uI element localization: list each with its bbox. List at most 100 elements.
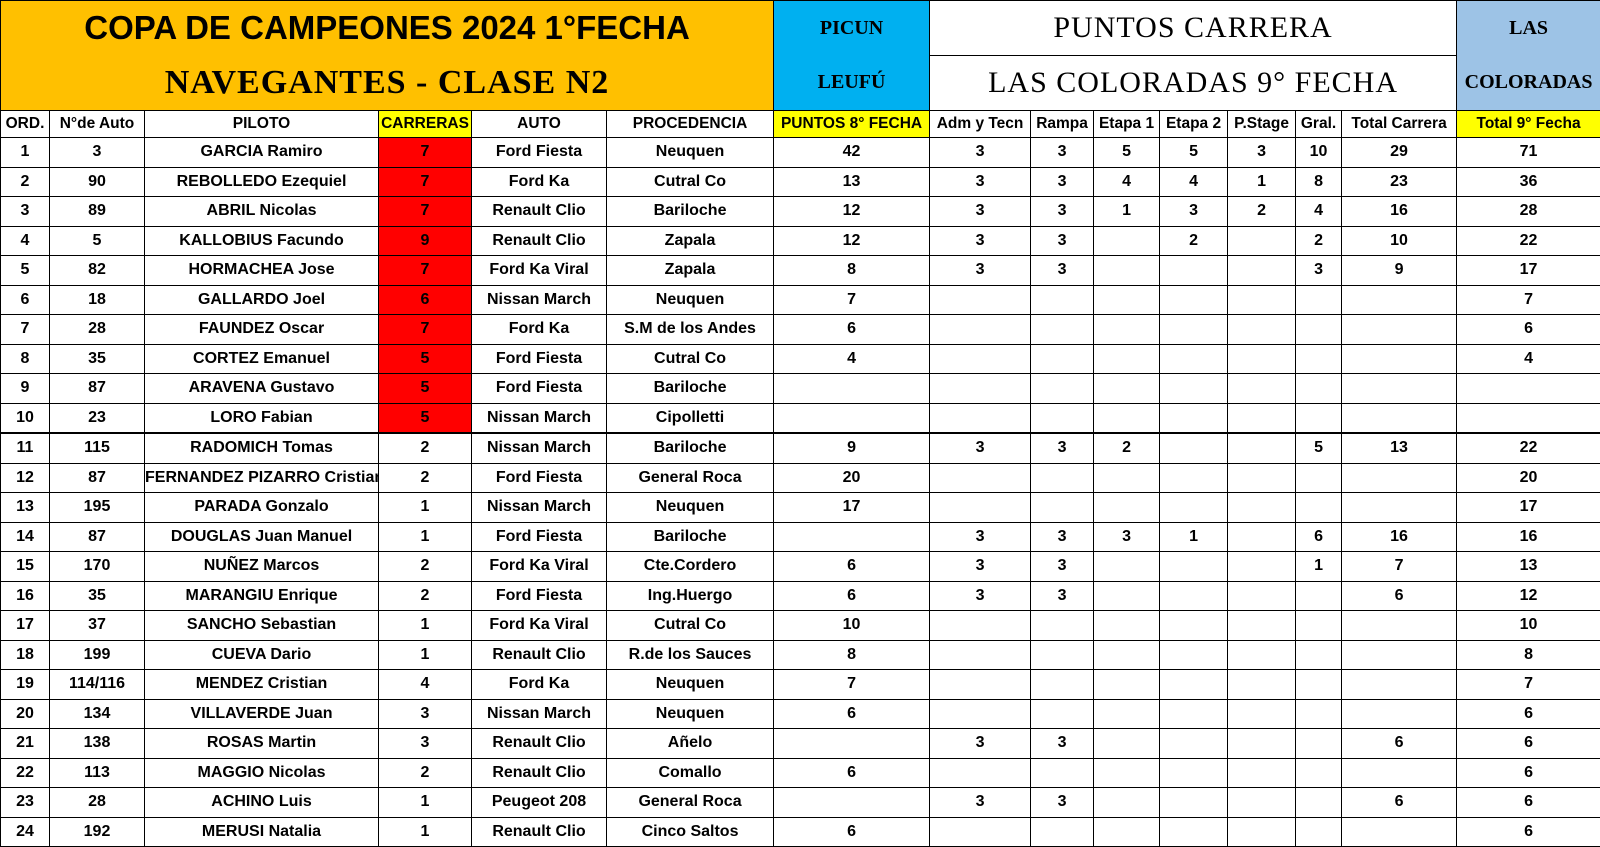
- table-cell: CUEVA Dario: [145, 640, 379, 670]
- column-header: Total Carrera: [1342, 111, 1457, 138]
- table-cell: [930, 699, 1031, 729]
- table-cell: 3: [379, 699, 472, 729]
- table-cell: 90: [50, 167, 145, 197]
- puntos-carrera: PUNTOS CARRERA: [930, 1, 1457, 56]
- table-cell: [1342, 374, 1457, 404]
- table-cell: [1342, 758, 1457, 788]
- table-cell: 28: [50, 315, 145, 345]
- table-cell: [1228, 433, 1296, 463]
- table-cell: [1031, 463, 1094, 493]
- table-cell: [1094, 817, 1160, 847]
- table-cell: 6: [774, 758, 930, 788]
- fecha: LAS COLORADAS 9° FECHA: [930, 56, 1457, 111]
- table-cell: 7: [379, 315, 472, 345]
- table-cell: 3: [1031, 552, 1094, 582]
- table-cell: [1160, 344, 1228, 374]
- table-cell: Cipolletti: [607, 403, 774, 433]
- table-cell: 3: [930, 197, 1031, 227]
- table-cell: 115: [50, 433, 145, 463]
- table-cell: 7: [1342, 552, 1457, 582]
- table-cell: 2: [379, 463, 472, 493]
- table-cell: General Roca: [607, 463, 774, 493]
- table-cell: CORTEZ Emanuel: [145, 344, 379, 374]
- table-cell: [930, 285, 1031, 315]
- table-cell: [1160, 463, 1228, 493]
- table-cell: [1094, 729, 1160, 759]
- table-cell: [930, 670, 1031, 700]
- table-cell: [930, 611, 1031, 641]
- column-header: PILOTO: [145, 111, 379, 138]
- table-cell: Cinco Saltos: [607, 817, 774, 847]
- table-cell: [1094, 611, 1160, 641]
- table-cell: SANCHO Sebastian: [145, 611, 379, 641]
- table-cell: R.de los Sauces: [607, 640, 774, 670]
- table-cell: 3: [1228, 138, 1296, 168]
- table-cell: DOUGLAS Juan Manuel: [145, 522, 379, 552]
- table-cell: Renault Clio: [472, 817, 607, 847]
- table-cell: [1160, 581, 1228, 611]
- table-cell: 2: [1094, 433, 1160, 463]
- table-cell: [1296, 788, 1342, 818]
- table-cell: 3: [1031, 729, 1094, 759]
- table-cell: [1296, 581, 1342, 611]
- table-cell: [1160, 374, 1228, 404]
- table-cell: 22: [1457, 433, 1600, 463]
- table-cell: Añelo: [607, 729, 774, 759]
- table-cell: 4: [774, 344, 930, 374]
- table-cell: 7: [379, 138, 472, 168]
- table-cell: [1160, 493, 1228, 523]
- table-cell: 5: [1296, 433, 1342, 463]
- table-cell: 18: [50, 285, 145, 315]
- table-cell: 2: [1, 167, 50, 197]
- table-cell: 20: [1457, 463, 1600, 493]
- table-cell: 5: [1160, 138, 1228, 168]
- table-cell: 13: [774, 167, 930, 197]
- column-header: N°de Auto: [50, 111, 145, 138]
- table-cell: 2: [379, 552, 472, 582]
- table-cell: [1228, 374, 1296, 404]
- table-cell: [1228, 463, 1296, 493]
- table-cell: ABRIL Nicolas: [145, 197, 379, 227]
- table-cell: [1228, 670, 1296, 700]
- table-cell: VILLAVERDE Juan: [145, 699, 379, 729]
- table-cell: 14: [1, 522, 50, 552]
- table-cell: [1342, 817, 1457, 847]
- table-cell: [774, 522, 930, 552]
- table-cell: 5: [1, 256, 50, 286]
- column-header: Etapa 1: [1094, 111, 1160, 138]
- table-cell: 8: [1296, 167, 1342, 197]
- table-cell: [930, 315, 1031, 345]
- column-header: CARRERAS: [379, 111, 472, 138]
- table-cell: [1457, 403, 1600, 433]
- table-cell: [1094, 344, 1160, 374]
- table-cell: S.M de los Andes: [607, 315, 774, 345]
- table-cell: Renault Clio: [472, 640, 607, 670]
- table-cell: 195: [50, 493, 145, 523]
- table-cell: [1228, 285, 1296, 315]
- table-cell: [1094, 226, 1160, 256]
- table-cell: 16: [1457, 522, 1600, 552]
- table-cell: PARADA Gonzalo: [145, 493, 379, 523]
- table-cell: 3: [1160, 197, 1228, 227]
- table-cell: 7: [379, 167, 472, 197]
- table-cell: [1094, 493, 1160, 523]
- table-cell: [1160, 817, 1228, 847]
- table-cell: 10: [1457, 611, 1600, 641]
- table-cell: [1094, 403, 1160, 433]
- table-cell: [1031, 493, 1094, 523]
- table-cell: 114/116: [50, 670, 145, 700]
- table-cell: 7: [774, 285, 930, 315]
- table-cell: LORO Fabian: [145, 403, 379, 433]
- table-cell: 170: [50, 552, 145, 582]
- table-cell: 7: [1, 315, 50, 345]
- table-cell: 23: [1, 788, 50, 818]
- table-cell: 2: [379, 433, 472, 463]
- table-cell: [1031, 611, 1094, 641]
